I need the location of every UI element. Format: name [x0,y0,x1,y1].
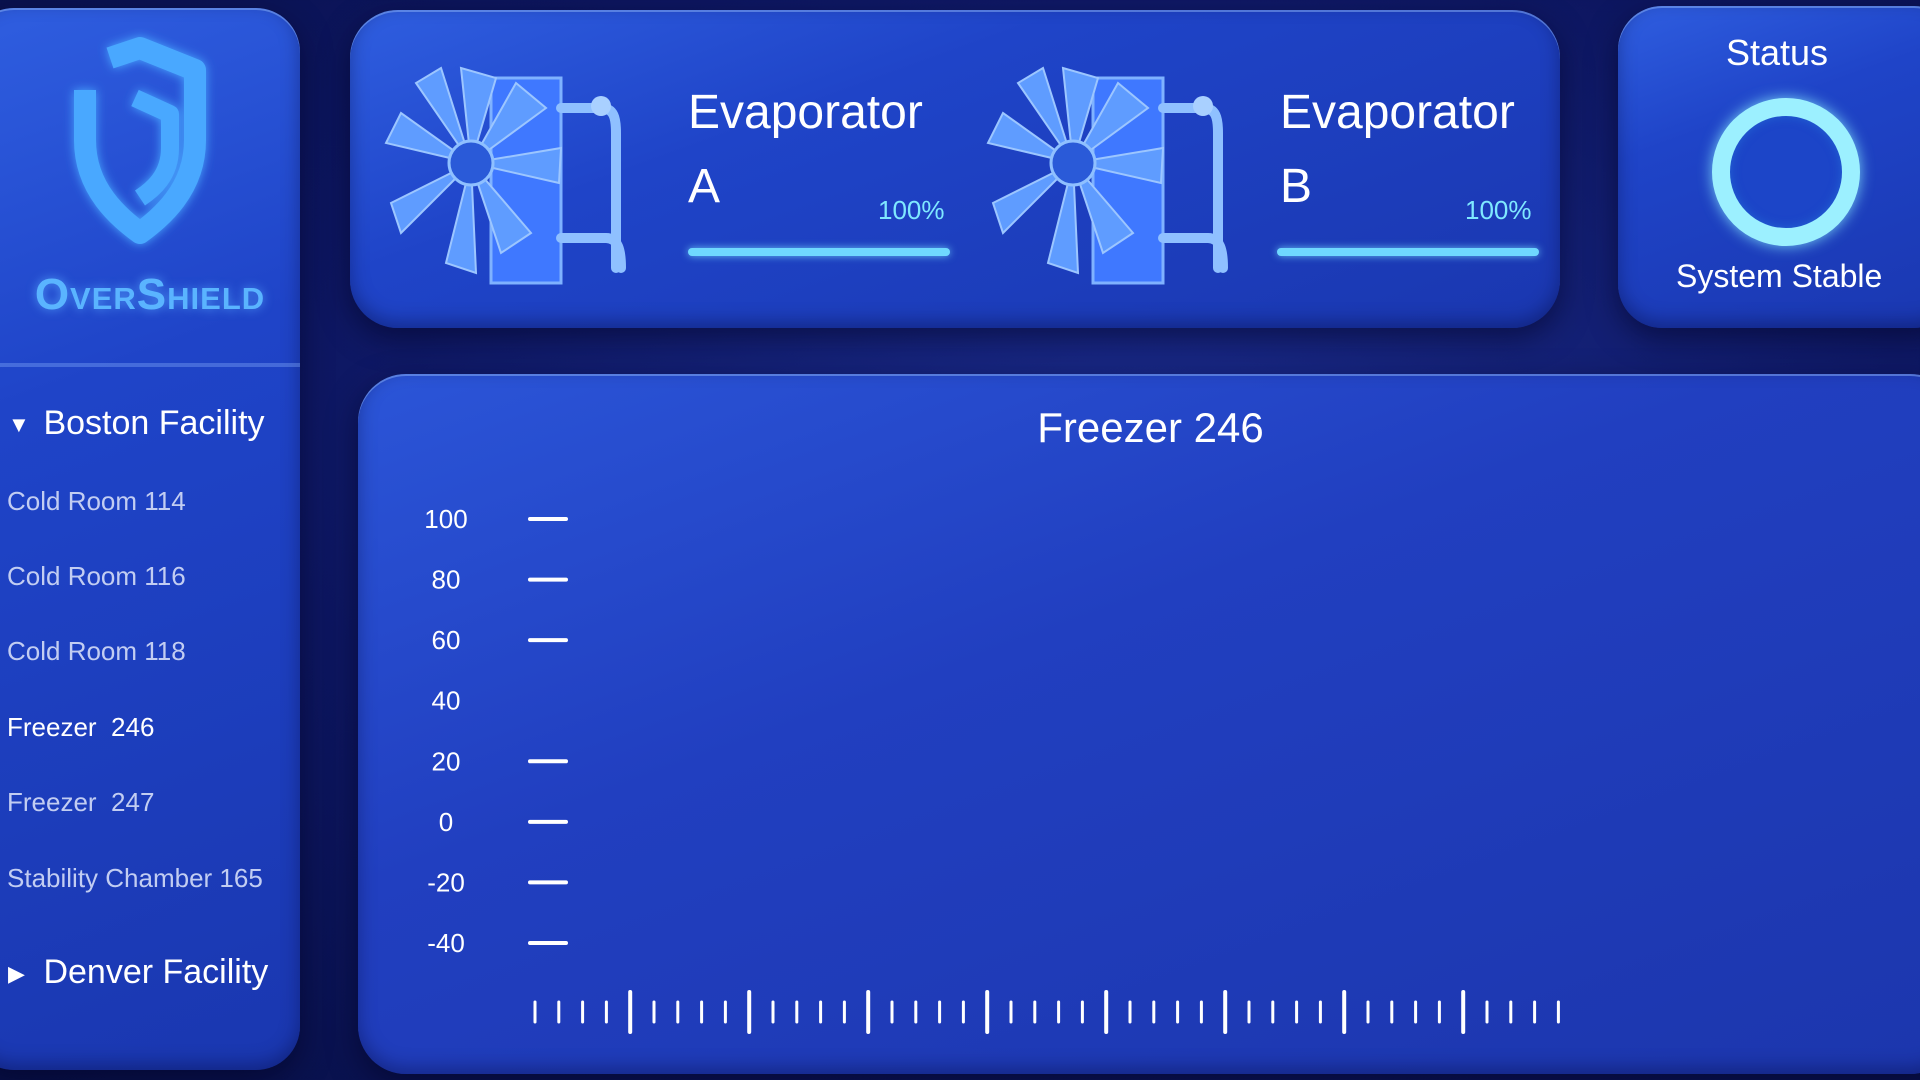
y-tick-label: -20 [427,867,465,897]
chart-title: Freezer 246 [1037,404,1264,451]
evaporator-a-title: Evaporator A [688,76,923,224]
sidebar-item-stability-chamber-165[interactable]: Stability Chamber 165 [7,863,263,893]
evaporator-a-letter: A [688,160,721,213]
sidebar-item-cold-room-114[interactable]: Cold Room 114 [7,486,186,516]
y-tick-label: 100 [424,504,467,534]
evaporator-a-name: Evaporator [688,86,923,139]
group-label: Boston Facility [43,404,265,442]
status-panel: Status System Stable [1618,6,1920,328]
sidebar-item-cold-room-118[interactable]: Cold Room 118 [7,636,186,666]
evaporator-b-name: Evaporator [1280,86,1515,139]
status-label: Status [1726,32,1829,73]
chart-panel: Freezer 246 100 80 60 40 20 0 -20 -40 [358,374,1920,1074]
caret-right-icon: ▶ [8,961,25,987]
y-tick-label: 0 [439,807,453,837]
evaporator-a-progress-bar [688,248,950,256]
chart-canvas: 100 80 60 40 20 0 -20 -40 [424,504,1560,1034]
caret-down-icon: ▼ [8,412,30,438]
y-tick-label: -40 [427,928,465,958]
evaporator-b-percent: 100% [1465,195,1532,225]
evaporator-b-progress-bar [1277,248,1539,256]
divider [0,363,300,367]
group-boston-facility[interactable]: ▼ Boston Facility [8,404,265,443]
group-denver-facility[interactable]: ▶ Denver Facility [8,953,268,992]
sidebar-item-freezer-247[interactable]: Freezer 247 [7,787,155,817]
status-ring-icon [1712,98,1860,246]
y-tick-label: 80 [432,565,461,595]
y-tick-label: 40 [432,686,461,716]
shield-logo-icon [74,37,206,244]
group-label: Denver Facility [43,953,269,991]
brand-name: OverShield [34,270,266,319]
sidebar: OverShield ▼ Boston Facility Cold Room 1… [0,8,300,1070]
evaporator-b-title: Evaporator B [1280,76,1515,224]
logo [0,8,300,358]
evaporator-b-letter: B [1280,160,1313,213]
evaporator-a-percent: 100% [878,195,945,225]
status-text: System Stable [1676,258,1883,294]
evaporator-panel: Evaporator A 100% Evaporator B 100% [350,10,1560,328]
sidebar-item-cold-room-116[interactable]: Cold Room 116 [7,561,186,591]
sidebar-item-freezer-246[interactable]: Freezer 246 [7,712,155,742]
y-tick-label: 20 [432,746,461,776]
y-tick-label: 60 [432,625,461,655]
evaporator-fan-icon [986,66,1228,285]
evaporator-fan-icon [384,66,626,285]
